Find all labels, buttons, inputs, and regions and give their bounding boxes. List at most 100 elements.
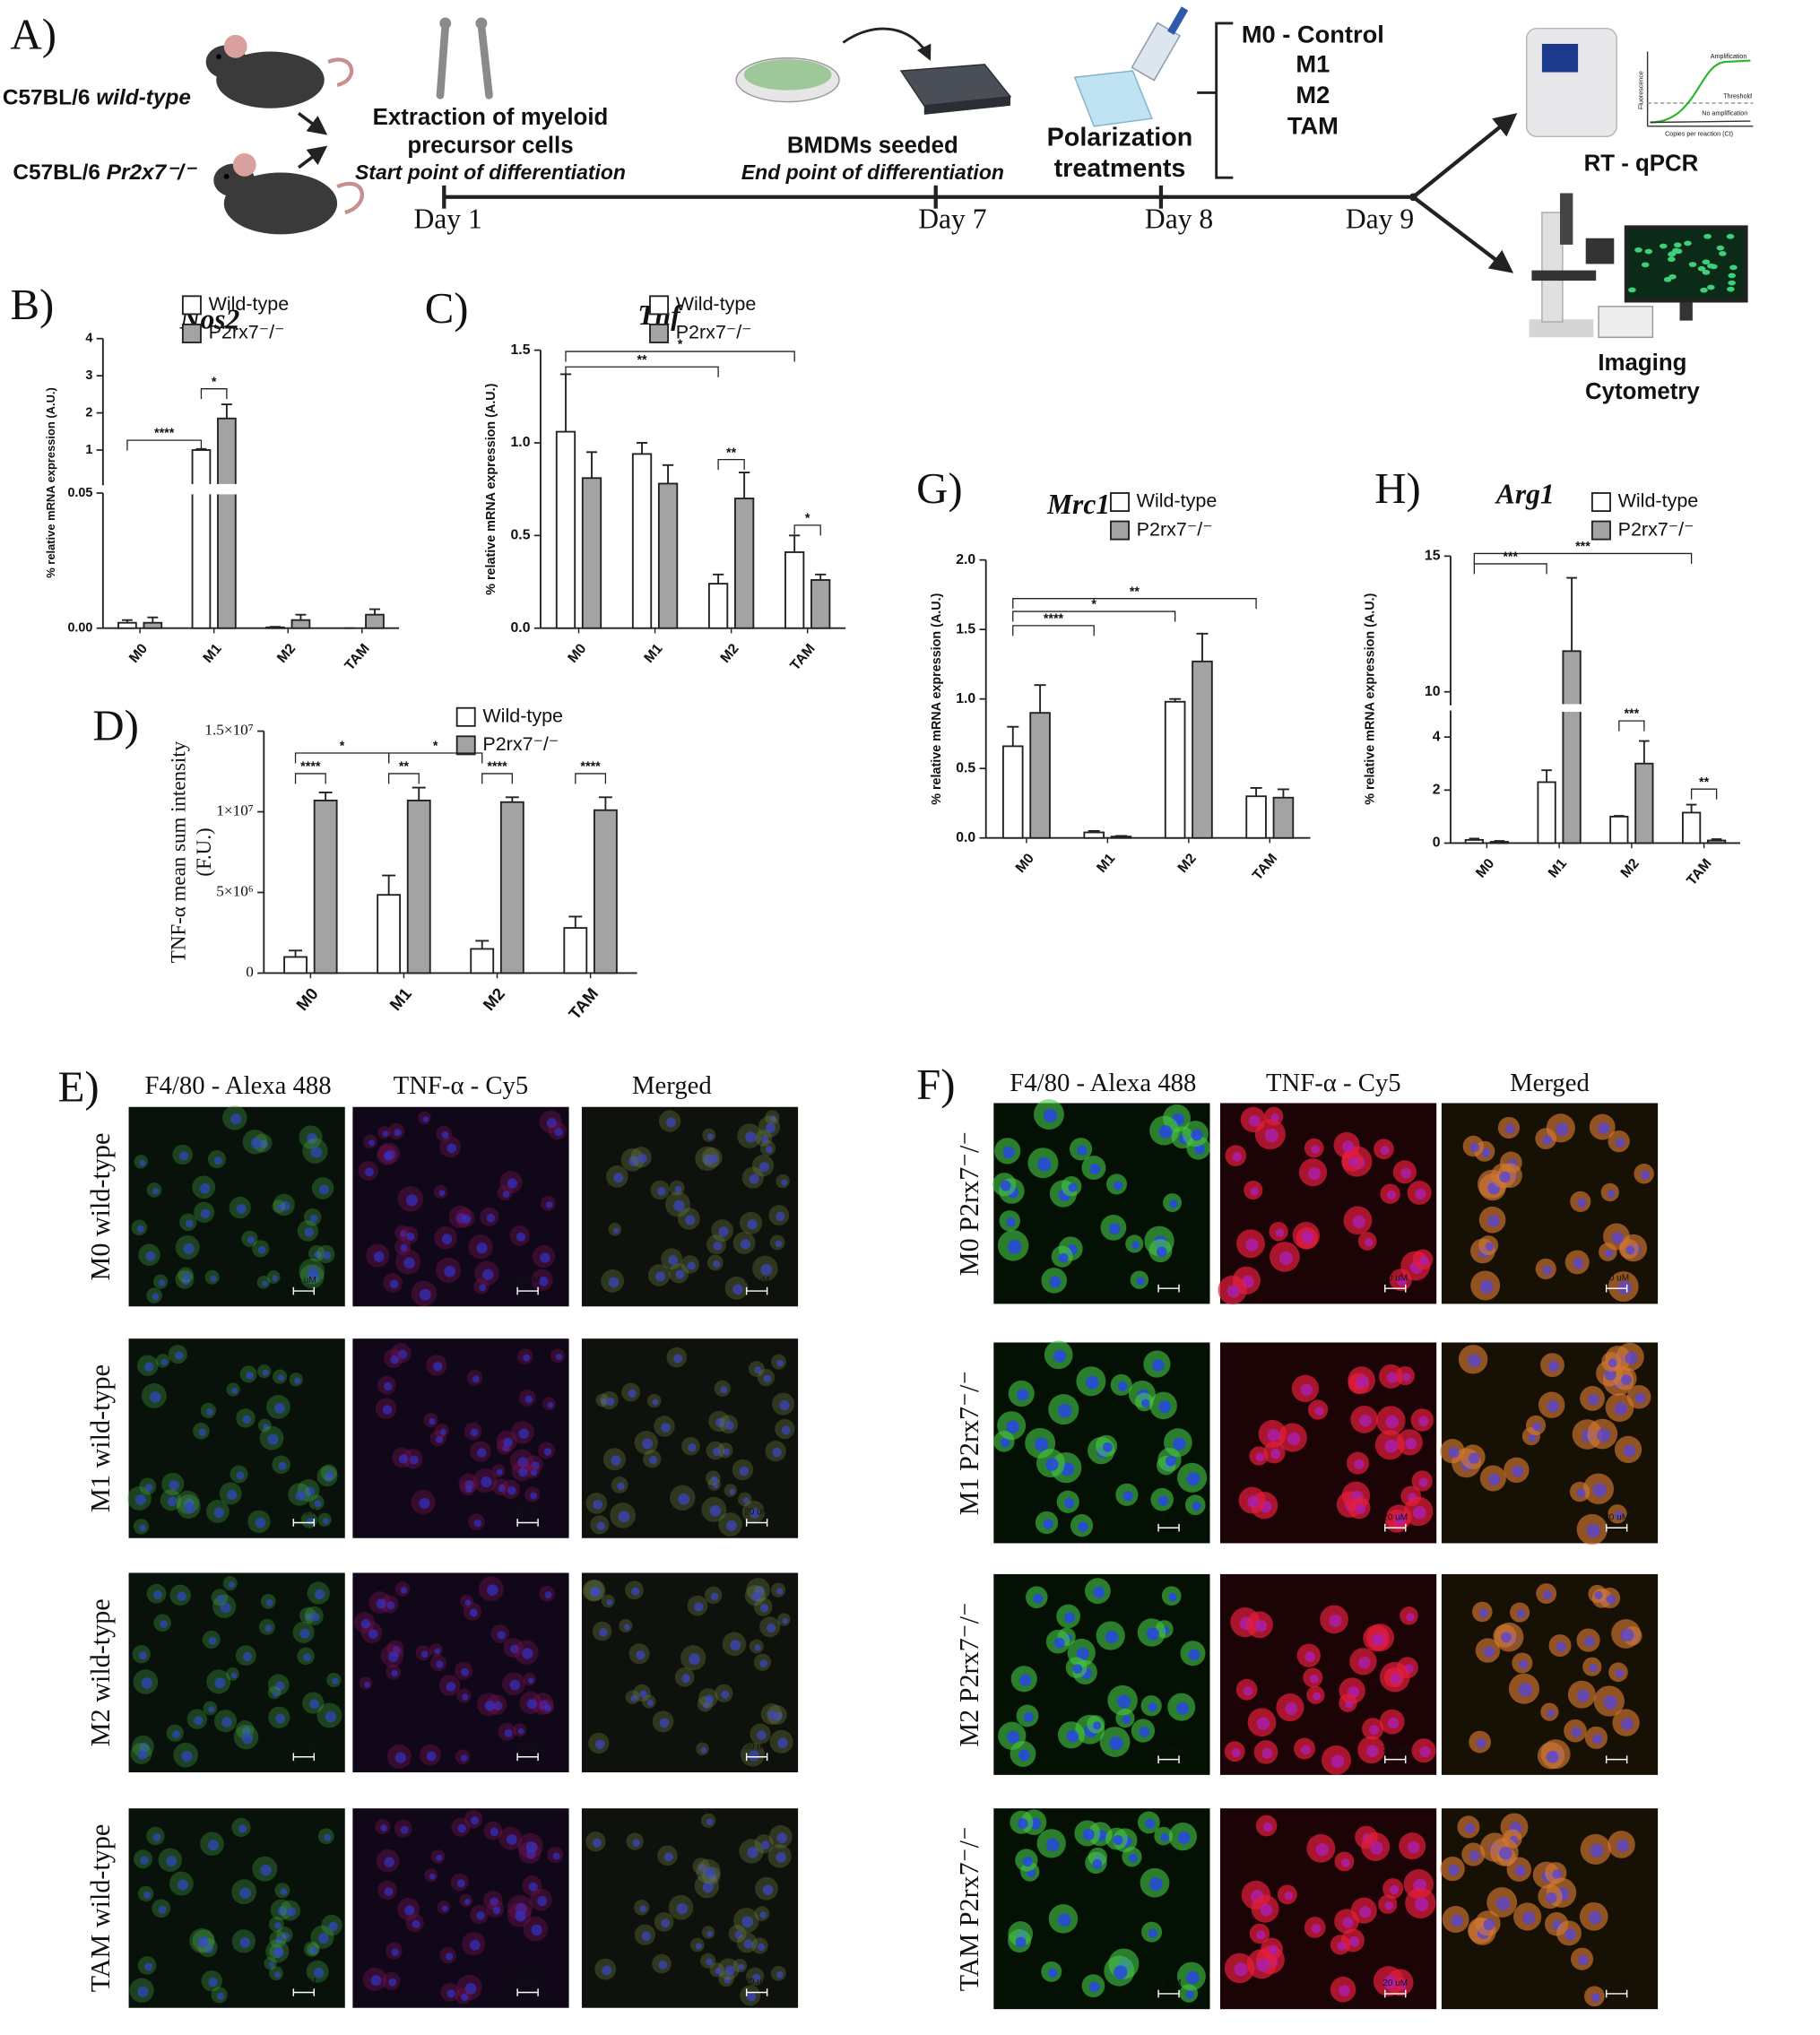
y-tick-label: 1.0	[956, 691, 975, 706]
nucleus	[1370, 1841, 1383, 1855]
significance-bracket	[387, 752, 483, 764]
nucleus	[1621, 1374, 1632, 1385]
shape	[923, 96, 1010, 115]
legend-swatch	[649, 323, 670, 343]
nucleus	[747, 1847, 758, 1858]
bar-chart: C) Tnf% relative mRNA expression (A.U.)0.…	[425, 284, 846, 673]
nucleus	[400, 1825, 409, 1834]
nucleus	[158, 1279, 166, 1286]
nucleus	[759, 1604, 769, 1613]
nucleus	[1481, 1147, 1491, 1157]
nucleus	[782, 1617, 789, 1624]
nucleus	[484, 1700, 496, 1711]
nucleus	[160, 1358, 168, 1365]
nucleus	[1169, 1199, 1178, 1208]
qpcr-plot-icon	[1646, 51, 1754, 127]
mouse-icon	[213, 152, 364, 235]
timeline-ticks	[442, 185, 1164, 209]
nucleus	[434, 1648, 441, 1655]
nucleus	[1033, 1593, 1044, 1604]
nucleus	[1307, 1167, 1321, 1181]
nucleus	[1415, 1897, 1429, 1911]
nucleus	[729, 1488, 735, 1495]
nucleus	[144, 1484, 153, 1492]
nucleus	[1275, 1228, 1285, 1237]
error-bar	[270, 626, 281, 628]
nucleus	[1270, 1113, 1280, 1122]
nucleus	[503, 1437, 513, 1448]
nucleus	[309, 1214, 318, 1223]
chart-title: Mrc1	[1046, 489, 1110, 520]
nucleus	[238, 1824, 247, 1833]
shape	[327, 57, 354, 87]
nucleus	[1300, 1383, 1313, 1397]
micrograph-background	[581, 1338, 799, 1538]
legend-label: P2rx7⁻/⁻	[676, 322, 752, 343]
panel-label: F)	[916, 1061, 955, 1109]
micrograph: 20 uM	[1219, 1342, 1437, 1544]
nucleus	[143, 1891, 152, 1899]
significance-label: ***	[1575, 540, 1590, 554]
legend-label: Wild-type	[482, 705, 563, 726]
y-axis-label: TNF-α mean sum intensity	[167, 740, 189, 963]
row-label: M0 P2rx7⁻/⁻	[954, 1131, 984, 1277]
nucleus	[1139, 1727, 1150, 1737]
nucleus	[152, 1188, 160, 1195]
nucleus	[1604, 1368, 1616, 1381]
column-header: Merged	[632, 1071, 712, 1100]
nucleus	[763, 1374, 772, 1383]
nucleus	[275, 1713, 286, 1724]
micrograph: 20 uM	[352, 1808, 569, 2008]
bar	[290, 619, 311, 629]
nucleus	[523, 1354, 531, 1362]
nucleus	[205, 1408, 213, 1416]
nucleus	[721, 1690, 730, 1699]
error-bar	[1034, 684, 1046, 714]
genotype: Pr2x7⁻/⁻	[107, 160, 198, 185]
nucleus	[177, 1879, 188, 1891]
x-tick-label: M0	[292, 984, 322, 1014]
inset-text: Amplification	[1711, 53, 1747, 60]
micrograph-background	[128, 1338, 345, 1538]
bar	[593, 809, 618, 974]
nucleus	[391, 1948, 399, 1956]
nucleus	[713, 1241, 723, 1251]
nucleus	[1092, 1858, 1103, 1869]
nucleus	[311, 1947, 317, 1954]
y-tick-label: 4	[85, 331, 92, 345]
nucleus	[429, 1873, 436, 1880]
bar	[217, 417, 237, 629]
nucleus	[1077, 1145, 1088, 1156]
nucleus	[1176, 1702, 1190, 1715]
nucleus	[1019, 1674, 1032, 1686]
legend-label: Wild-type	[1137, 490, 1218, 512]
nucleus	[1192, 1502, 1201, 1511]
panel-label: H)	[1374, 464, 1421, 513]
nucleus	[220, 1602, 231, 1614]
nucleus	[595, 1739, 605, 1750]
nucleus	[277, 1374, 285, 1381]
nucleus	[137, 1750, 148, 1760]
nucleus	[724, 1976, 732, 1984]
arrow	[297, 112, 328, 135]
nucleus	[663, 1852, 673, 1862]
error-bar	[1566, 576, 1577, 652]
nucleus	[386, 1601, 395, 1610]
nucleus	[1355, 1503, 1366, 1514]
nucleus	[698, 1863, 706, 1872]
bar	[1110, 836, 1132, 839]
nucleus	[332, 1677, 339, 1685]
nucleus	[1380, 1146, 1390, 1156]
nucleus	[1407, 1840, 1420, 1854]
nucleus	[1552, 1869, 1563, 1880]
shape	[1529, 319, 1594, 338]
treatment: TAM	[1287, 111, 1339, 139]
nucleus	[759, 1911, 767, 1918]
error-bar	[1196, 632, 1209, 662]
nucleus	[613, 1227, 620, 1234]
nucleus	[400, 1587, 408, 1594]
nucleus	[1158, 1125, 1173, 1139]
cell	[1729, 264, 1738, 271]
nucleus	[760, 1263, 773, 1276]
shape	[439, 17, 452, 30]
